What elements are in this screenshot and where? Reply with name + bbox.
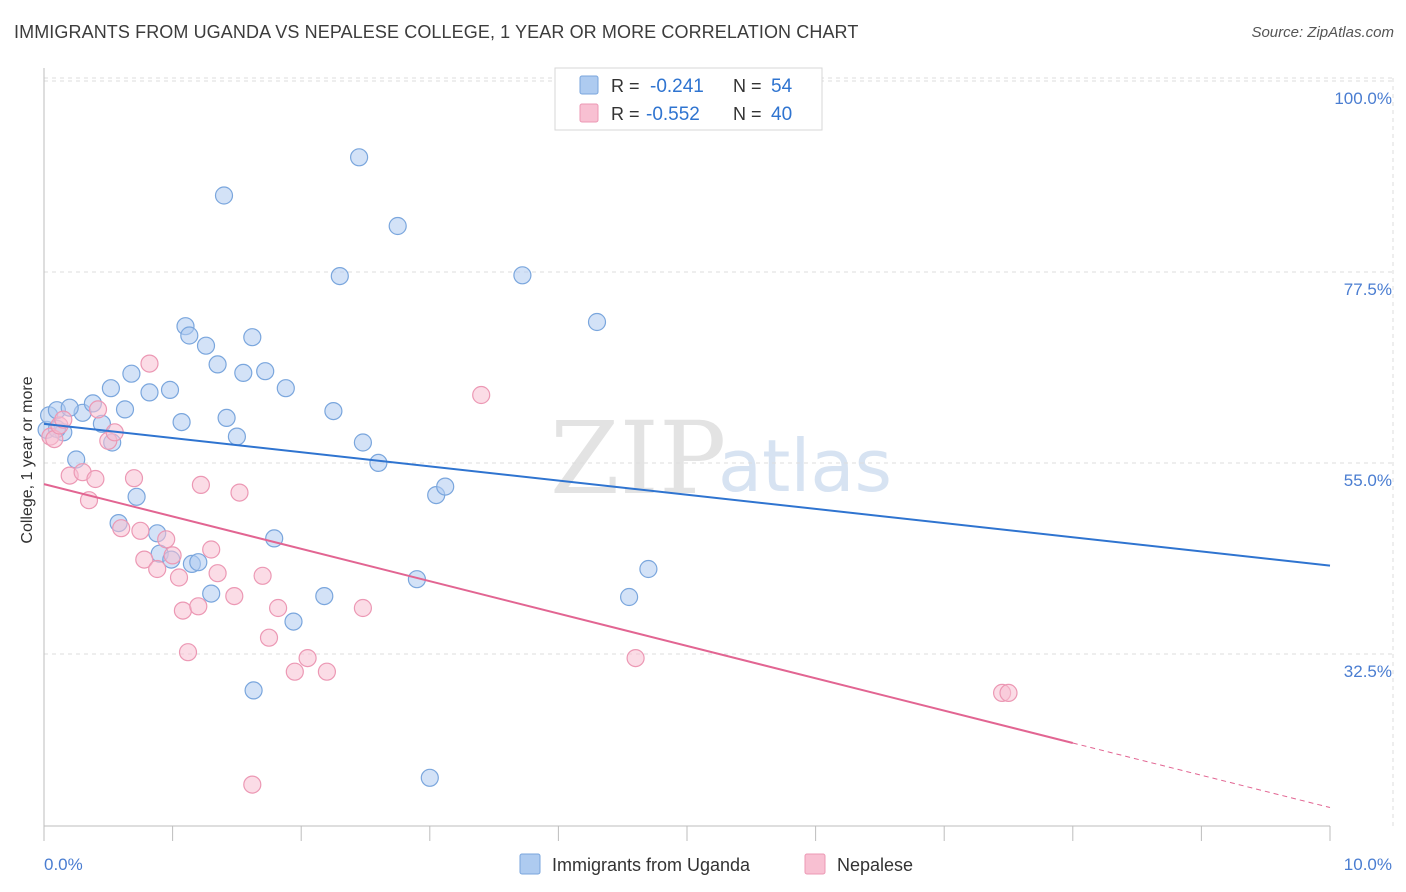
nepal-trend-line-extension — [1072, 742, 1331, 809]
uganda-point — [140, 383, 159, 402]
nepal-point — [626, 648, 645, 668]
nepal-point — [285, 662, 304, 681]
nepal-point — [189, 597, 208, 616]
data-points — [37, 148, 1018, 794]
x-tick-label: 0.0% — [44, 855, 83, 874]
nepal-point — [202, 540, 221, 559]
trend-lines — [43, 422, 1331, 809]
bottom-legend-label-uganda: Immigrants from Uganda — [552, 855, 751, 875]
top-legend: R = -0.241 N = 54 R = -0.552 N = 40 — [554, 67, 823, 131]
y-axis-label: College, 1 year or more — [19, 376, 36, 543]
legend-swatch-nepal — [579, 103, 599, 123]
nepal-point — [157, 530, 176, 549]
axes: 0.0% 10.0% — [43, 68, 1392, 874]
uganda-point — [420, 768, 439, 787]
uganda-point — [101, 379, 121, 398]
nepal-point — [173, 601, 192, 620]
nepal-point — [140, 354, 159, 373]
uganda-point — [388, 216, 407, 236]
nepal-point — [54, 410, 73, 429]
uganda-point — [208, 355, 227, 374]
nepal-point — [124, 469, 144, 488]
y-tick-label: 77.5% — [1344, 280, 1392, 299]
uganda-point — [436, 477, 455, 496]
legend-n-label-uganda: N = — [733, 76, 762, 96]
uganda-point — [244, 681, 263, 700]
legend-r-label-uganda: R = — [611, 76, 640, 96]
uganda-point — [115, 400, 135, 419]
uganda-point — [324, 402, 343, 421]
chart-title: IMMIGRANTS FROM UGANDA VS NEPALESE COLLE… — [14, 22, 859, 42]
watermark-zip: ZIP — [550, 400, 726, 517]
uganda-point — [202, 584, 221, 603]
nepal-point — [259, 628, 279, 647]
nepal-point — [131, 521, 150, 540]
nepal-point — [999, 683, 1018, 703]
nepal-point — [208, 564, 227, 583]
uganda-point — [353, 433, 372, 452]
nepal-point — [148, 559, 167, 579]
uganda-point — [330, 267, 349, 286]
nepal-point — [225, 586, 244, 606]
uganda-point — [619, 587, 639, 607]
uganda-point — [196, 336, 216, 355]
uganda-point — [256, 362, 275, 381]
uganda-point — [217, 408, 236, 427]
uganda-point — [172, 413, 191, 432]
bottom-legend-swatch-nepal — [804, 853, 826, 875]
uganda-point — [189, 553, 208, 572]
y-tick-label: 100.0% — [1334, 89, 1392, 108]
watermark-atlas: atlas — [718, 424, 892, 508]
nepal-point — [191, 475, 210, 494]
uganda-point — [513, 266, 532, 285]
legend-swatch-uganda — [579, 75, 599, 95]
nepal-point — [135, 550, 154, 569]
x-tick-label: 10.0% — [1344, 855, 1392, 874]
y-tick-label: 55.0% — [1344, 471, 1392, 490]
bottom-legend-label-nepal: Nepalese — [837, 855, 913, 875]
legend-n-value-uganda: 54 — [771, 76, 793, 97]
nepal-point — [243, 775, 262, 794]
legend-r-value-uganda: -0.241 — [650, 76, 704, 97]
bottom-legend-swatch-uganda — [519, 853, 541, 875]
bottom-legend: Immigrants from Uganda Nepalese — [519, 853, 913, 875]
nepal-point — [178, 643, 198, 662]
nepal-point — [298, 648, 317, 668]
uganda-point — [369, 453, 388, 472]
nepal-point — [353, 598, 372, 618]
nepal-trend-line — [43, 483, 1074, 744]
uganda-point — [122, 364, 141, 383]
legend-n-label-nepal: N = — [733, 104, 762, 124]
uganda-trend-line — [43, 422, 1331, 567]
y-tick-label: 32.5% — [1344, 662, 1392, 681]
nepal-point — [88, 400, 108, 419]
uganda-point — [180, 326, 199, 345]
nepal-point — [253, 566, 272, 585]
uganda-point — [160, 380, 180, 399]
uganda-point — [227, 427, 246, 446]
uganda-point — [350, 148, 369, 167]
nepal-point — [169, 568, 189, 587]
legend-r-value-nepal: -0.552 — [646, 104, 700, 125]
uganda-point — [276, 379, 295, 398]
uganda-point — [214, 186, 234, 205]
legend-r-label-nepal: R = — [611, 104, 640, 124]
uganda-point — [243, 328, 262, 347]
uganda-point — [315, 586, 334, 606]
nepal-point — [269, 598, 288, 618]
nepal-point — [163, 546, 182, 565]
uganda-point — [587, 312, 607, 332]
uganda-point — [234, 363, 253, 382]
nepal-point — [86, 469, 105, 489]
legend-n-value-nepal: 40 — [771, 104, 792, 125]
uganda-point — [127, 487, 146, 506]
nepal-point — [472, 385, 491, 405]
uganda-point — [284, 612, 303, 631]
uganda-point — [639, 559, 658, 579]
nepal-point — [112, 519, 131, 538]
nepal-point — [317, 662, 336, 681]
nepal-point — [230, 483, 249, 502]
source-credit: Source: ZipAtlas.com — [1251, 24, 1394, 41]
